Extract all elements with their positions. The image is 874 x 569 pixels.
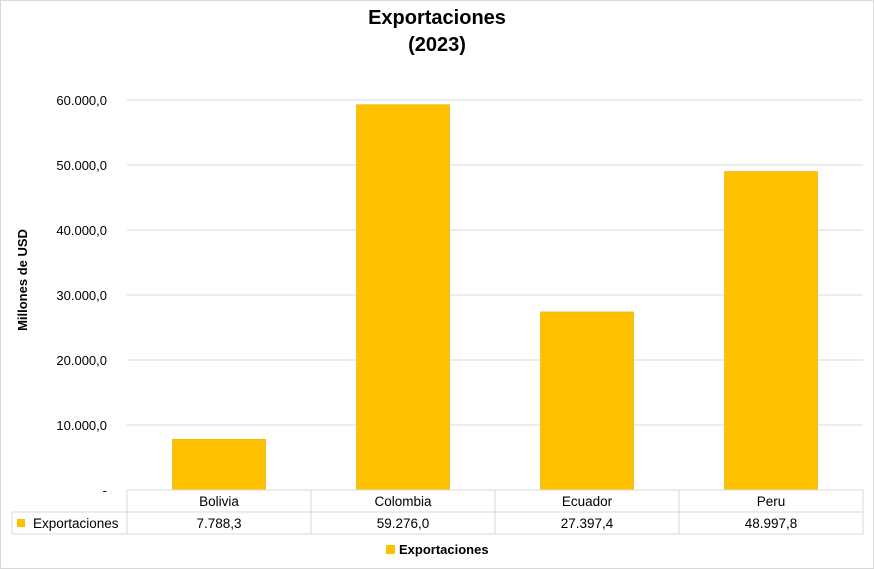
table-legend-key [17, 519, 25, 527]
y-tick-label: 20.000,0 [56, 353, 107, 368]
y-tick-label: 60.000,0 [56, 93, 107, 108]
data-label: 27.397,4 [561, 516, 614, 531]
table-series-name: Exportaciones [33, 516, 119, 531]
y-tick-label: 30.000,0 [56, 288, 107, 303]
data-label: 59.276,0 [377, 516, 430, 531]
legend-swatch [386, 545, 395, 554]
y-tick-label: 40.000,0 [56, 223, 107, 238]
x-tick-label: Ecuador [562, 494, 613, 509]
y-tick-label: 10.000,0 [56, 418, 107, 433]
data-label: 48.997,8 [745, 516, 798, 531]
chart-subtitle: (2023) [408, 34, 466, 56]
legend-label: Exportaciones [399, 542, 489, 557]
bar [540, 311, 634, 491]
x-tick-label: Bolivia [199, 494, 239, 509]
bar [356, 104, 450, 491]
chart-title: Exportaciones [368, 7, 506, 29]
x-tick-label: Peru [757, 494, 786, 509]
bar [172, 439, 266, 491]
bar [724, 171, 818, 491]
y-axis-label: Millones de USD [15, 229, 30, 331]
x-tick-label: Colombia [374, 494, 432, 509]
data-label: 7.788,3 [196, 516, 241, 531]
y-tick-label: 50.000,0 [56, 158, 107, 173]
y-tick-label: - [103, 483, 107, 498]
